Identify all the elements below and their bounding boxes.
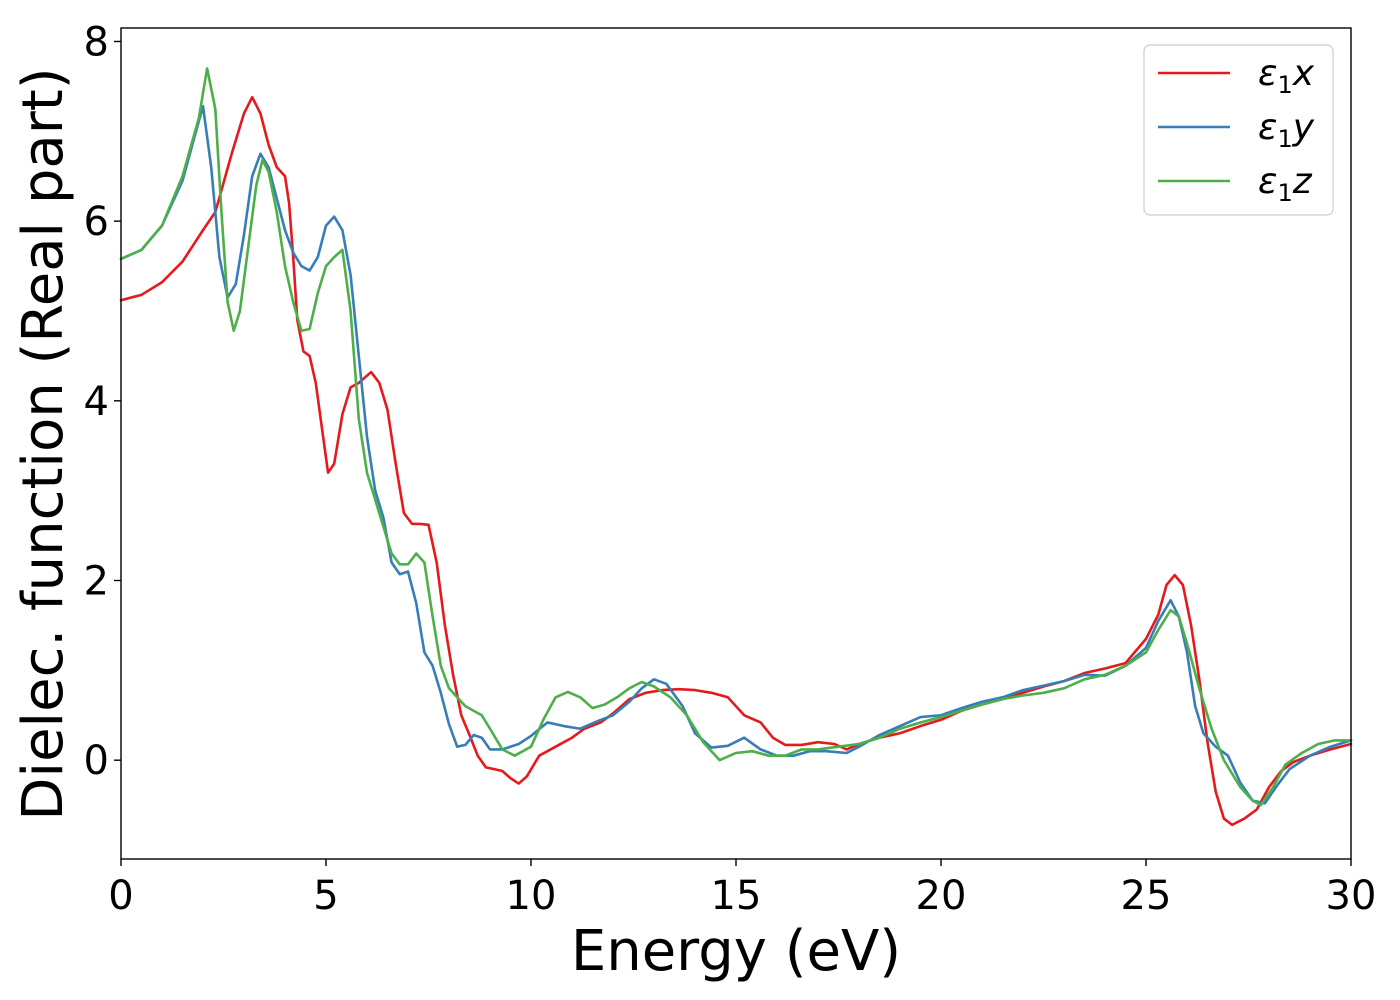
legend-label-z: ε1z — [1258, 161, 1313, 207]
plot-area — [119, 67, 1353, 827]
legend-label-y: ε1y — [1258, 107, 1315, 153]
series-line-y — [119, 104, 1353, 805]
series-line-x — [119, 95, 1353, 827]
y-tick-label: 2 — [84, 559, 109, 605]
x-tick-label: 0 — [108, 873, 133, 919]
x-tick-label: 5 — [313, 873, 338, 919]
series-line-z — [119, 67, 1353, 807]
legend-label-x: ε1x — [1258, 53, 1315, 99]
x-axis: 0 5 10 15 20 25 30 — [108, 859, 1376, 919]
x-tick-label: 15 — [711, 873, 762, 919]
y-tick-label: 0 — [84, 738, 109, 784]
x-axis-title: Energy (eV) — [571, 919, 901, 984]
x-tick-label: 25 — [1121, 873, 1172, 919]
y-tick-label: 4 — [84, 379, 109, 425]
y-axis-title: Dielec. function (Real part) — [11, 67, 76, 820]
legend-box — [1143, 44, 1334, 216]
y-tick-label: 8 — [84, 19, 109, 65]
x-tick-label: 30 — [1326, 873, 1377, 919]
x-tick-label: 10 — [506, 873, 557, 919]
x-tick-label: 20 — [916, 873, 967, 919]
legend: ε1x ε1y ε1z — [1143, 44, 1334, 216]
y-axis: 0 2 4 6 8 — [84, 19, 121, 784]
y-tick-label: 6 — [84, 199, 109, 245]
